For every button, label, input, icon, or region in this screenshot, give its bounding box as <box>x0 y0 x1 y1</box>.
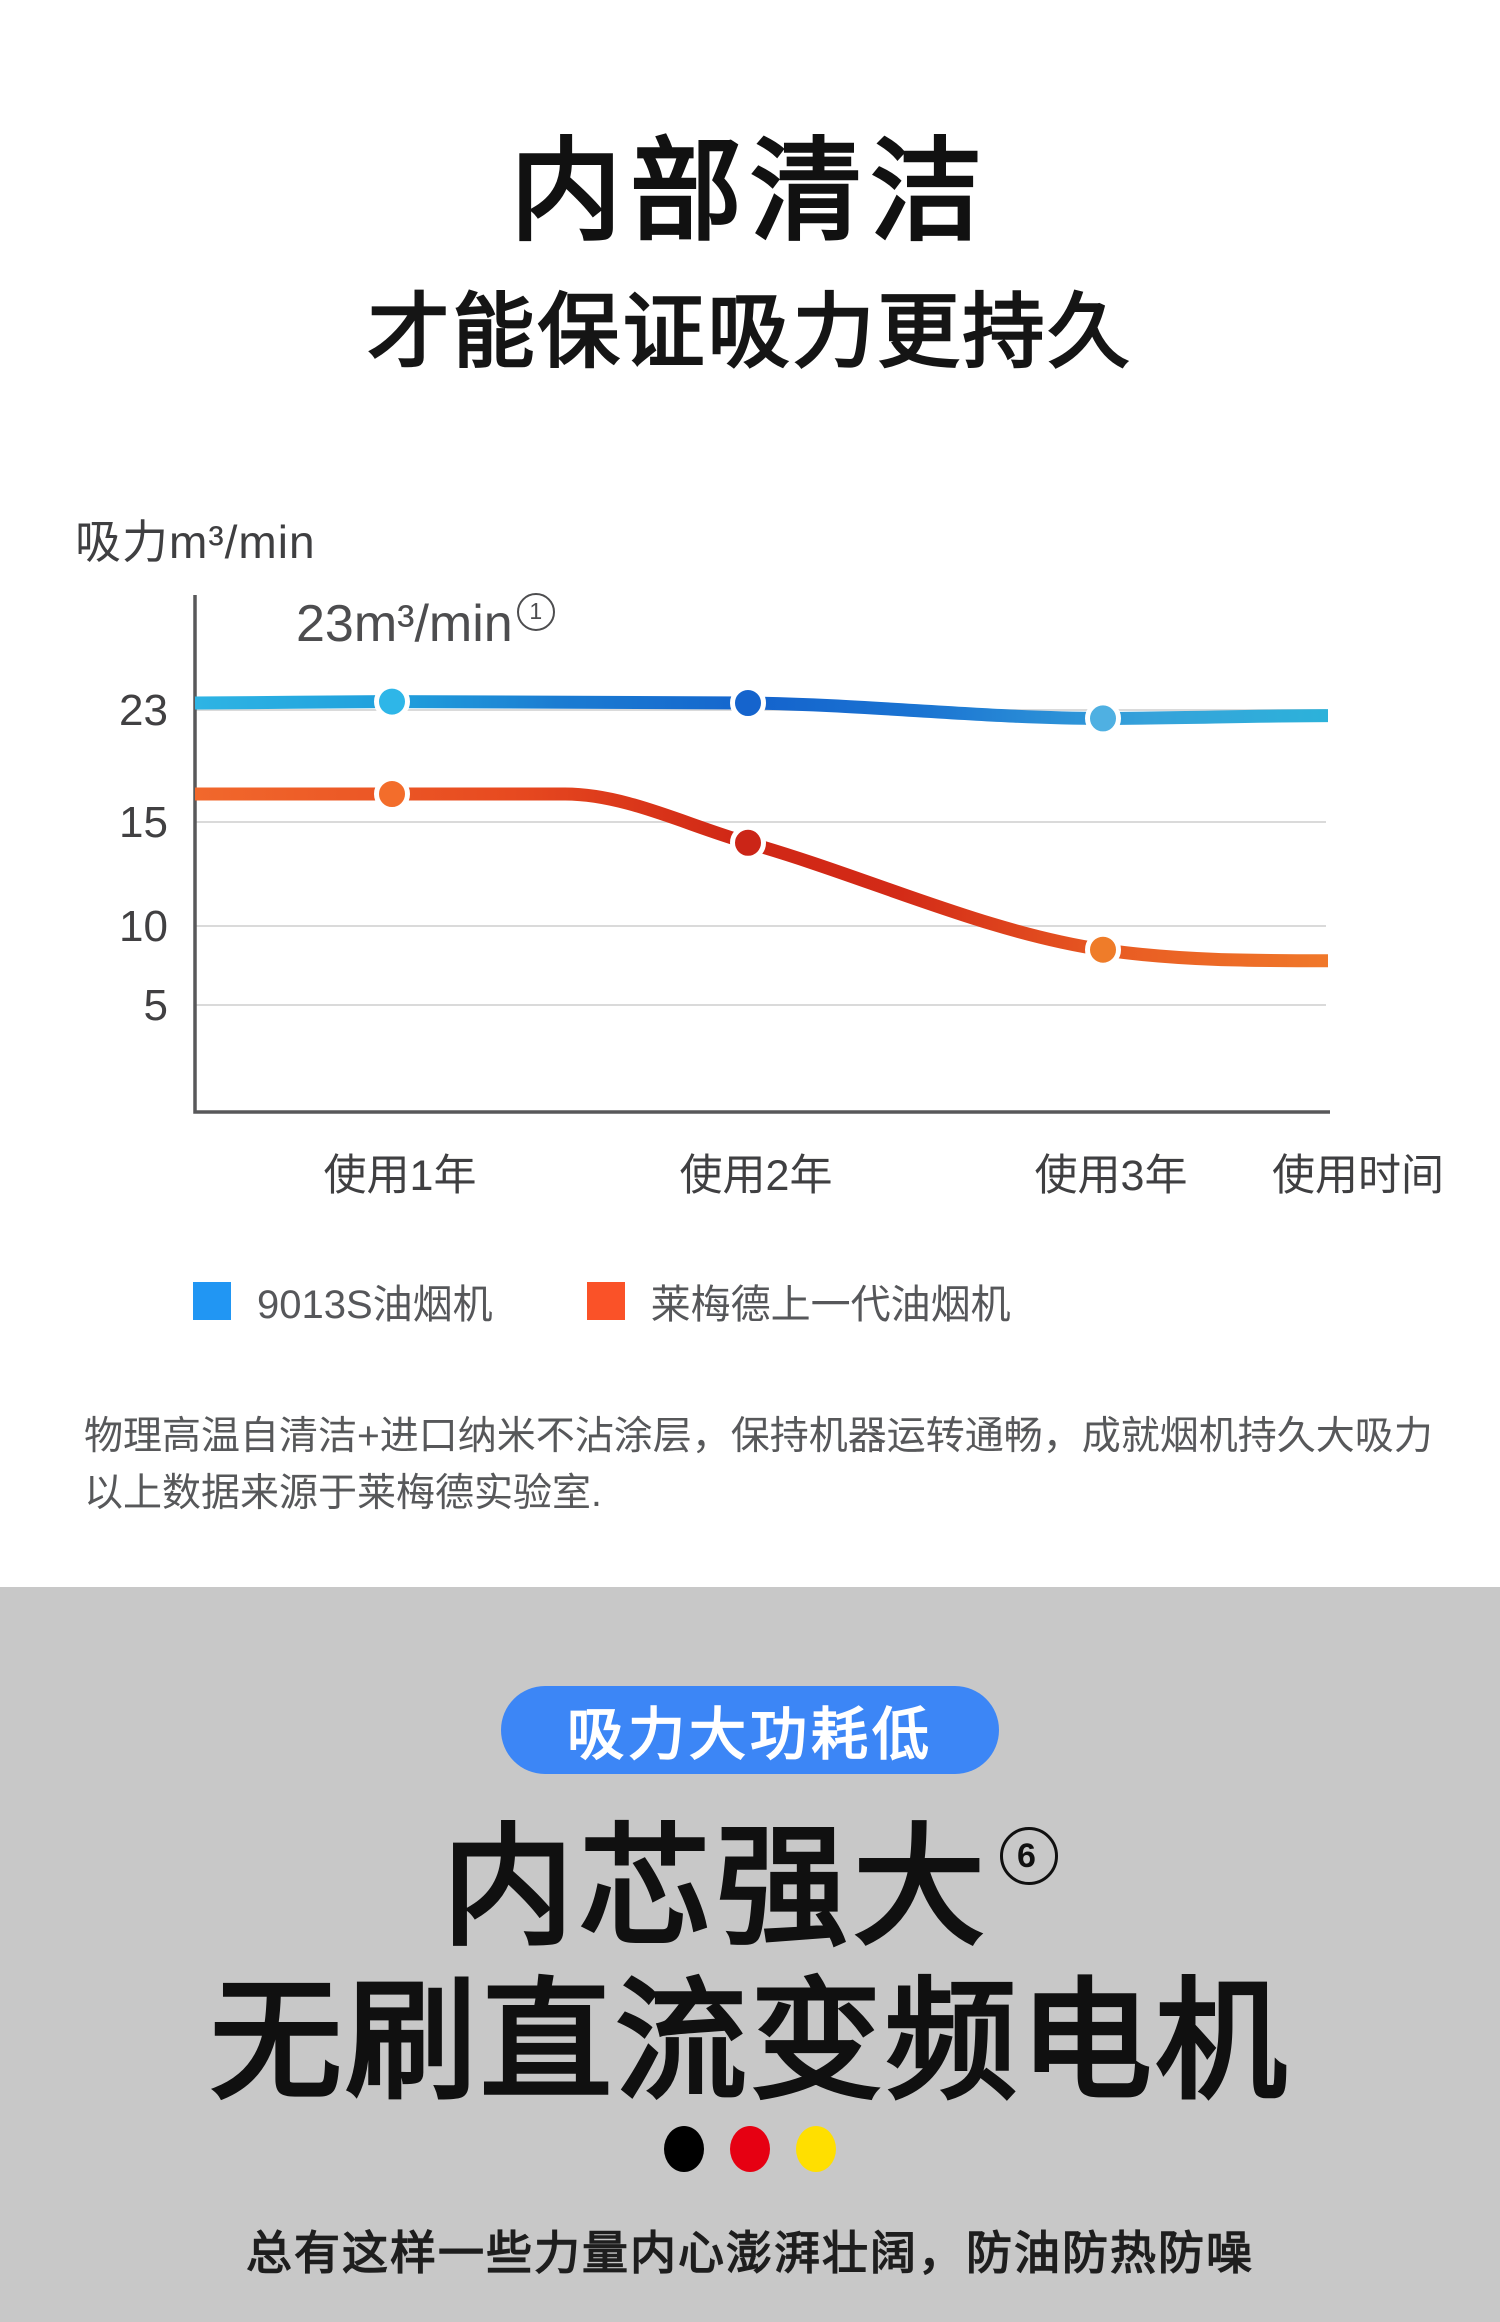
annotation-text: 23m³/min <box>296 595 513 653</box>
note-line-2: 以上数据来源于莱梅德实验室. <box>84 1472 602 1515</box>
footnote-1-icon: 1 <box>516 592 555 631</box>
suction-line-chart: 23 15 10 5 使用1年 使用2年 使用3年 使用时间 <box>119 595 1444 1200</box>
color-dots-row <box>0 2126 1500 2172</box>
chart-notes: 物理高温自清洁+进口纳米不沾涂层，保持机器运转通畅，成就烟机持久大吸力 以上数据… <box>84 1408 1484 1522</box>
feature-badge: 吸力大功耗低 <box>501 1686 999 1774</box>
x-tick-label: 使用1年 <box>324 1152 477 1200</box>
legend-swatch-previous-gen <box>586 1282 625 1320</box>
legend-swatch-9013s <box>193 1282 231 1320</box>
series-line-previous-gen <box>195 787 1329 968</box>
black-dot <box>664 2126 704 2172</box>
motor-subheading: 无刷直流变频电机 <box>210 1968 1290 2115</box>
note-line-1: 物理高温自清洁+进口纳米不沾涂层，保持机器运转通畅，成就烟机持久大吸力 <box>84 1415 1433 1458</box>
x-tick-label: 使用3年 <box>1035 1152 1188 1200</box>
y-tick-label: 23 <box>119 686 168 735</box>
y-tick-label: 15 <box>119 798 168 847</box>
data-point-previous-gen-year1 <box>374 776 410 812</box>
page-title: 内部清洁 <box>510 129 990 254</box>
yellow-dot <box>796 2126 836 2172</box>
data-point-9013s-year2 <box>730 685 766 721</box>
red-dot <box>730 2126 770 2172</box>
legend-label-previous-gen: 莱梅德上一代油烟机 <box>650 1283 1011 1327</box>
x-axis-title: 使用时间 <box>1272 1152 1444 1200</box>
y-tick-label: 10 <box>119 902 168 951</box>
peak-value-annotation: 23m³/min 1 <box>296 592 555 654</box>
x-tick-label: 使用2年 <box>680 1152 833 1200</box>
page-subtitle: 才能保证吸力更持久 <box>367 287 1133 378</box>
chart-legend: 9013S油烟机 莱梅德上一代油烟机 <box>193 1272 1011 1330</box>
legend-label-9013s: 9013S油烟机 <box>257 1283 493 1327</box>
feature-badge-label: 吸力大功耗低 <box>567 1703 933 1767</box>
chart-axes <box>193 595 1330 1114</box>
data-point-previous-gen-year2 <box>730 824 766 861</box>
footnote-6-icon: 6 <box>1000 1827 1058 1885</box>
y-axis-unit-label: 吸力m³/min <box>75 516 316 568</box>
motor-footer-text: 总有这样一些力量内心澎湃壮阔，防油防热防噪 <box>246 2227 1254 2279</box>
data-point-previous-gen-year3 <box>1085 931 1121 968</box>
y-tick-label: 5 <box>144 981 168 1030</box>
data-point-9013s-year3 <box>1085 700 1121 737</box>
motor-heading-text: 内芯强大 <box>442 1814 990 1961</box>
data-point-9013s-year1 <box>374 683 410 720</box>
motor-heading: 内芯强大 6 <box>0 1808 1500 1968</box>
